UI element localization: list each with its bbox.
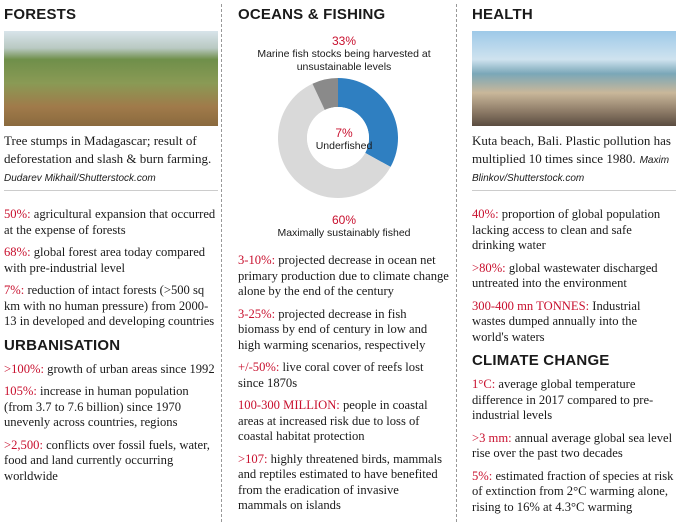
fact-text: growth of urban areas since 1992 — [47, 361, 215, 376]
separator — [456, 4, 457, 522]
donut-hole — [307, 107, 369, 169]
fact: 7%: reduction of intact forests (>500 sq… — [4, 283, 218, 330]
section-heading: HEALTH — [472, 6, 533, 23]
fact-text: reduction of intact forests (>500 sq km … — [4, 283, 215, 328]
column: FORESTS Tree stumps in Madagascar; result… — [4, 0, 218, 491]
fact-lead: 3-25%: — [238, 306, 276, 321]
fact-lead: 100-300 MILLION: — [238, 398, 340, 412]
fact-lead: 40%: — [472, 207, 499, 221]
fact-lead: +/-50%: — [238, 360, 280, 374]
chart: 33% Marine fish stocks being harvested at… — [238, 31, 450, 253]
section-heading: OCEANS & FISHING — [238, 6, 386, 23]
fact: >2,500: conflicts over fossil fuels, wat… — [4, 438, 218, 485]
caption-box: Tree stumps in Madagascar; result of def… — [4, 132, 218, 191]
fact-lead: >100%: — [4, 361, 44, 376]
fact-text: average global temperature difference in… — [472, 377, 654, 422]
fact-lead: >80%: — [472, 260, 506, 275]
fact-text: projected decrease in fish biomass by en… — [238, 306, 428, 352]
credit: Dudarev Mikhail/Shutterstock.com — [4, 173, 156, 184]
fact-text: Industrial wastes dumped annually into t… — [472, 298, 641, 344]
separator — [221, 4, 222, 522]
value-label: 33% — [331, 34, 357, 48]
fact-text: conflicts over fossil fuels, water, food… — [4, 437, 210, 483]
caption: Tree stumps in Madagascar; result of def… — [4, 133, 212, 166]
category-label: Marine fish stocks being harvested at un… — [257, 48, 431, 73]
segment-label: 60% Maximally sustainably fished — [238, 214, 450, 240]
fact: 5%: estimated fraction of species at ris… — [472, 469, 676, 516]
value-label: 7% — [335, 126, 353, 140]
section-heading: URBANISATION — [4, 336, 121, 354]
section-heading: CLIMATE CHANGE — [472, 352, 610, 369]
fact-lead: 5%: — [472, 468, 493, 483]
fact-text: annual average global sea level rise ove… — [472, 430, 673, 461]
donut — [278, 78, 398, 198]
photo — [472, 31, 676, 126]
fact: >3 mm: annual average global sea level r… — [472, 431, 676, 462]
fact: >80%: global wastewater discharged untre… — [472, 261, 676, 292]
fact-lead: 3-10%: — [238, 253, 276, 267]
fact-lead: >107: — [238, 451, 268, 466]
column: OCEANS & FISHING 33% Marine fish stocks be… — [238, 0, 450, 521]
section-heading: FORESTS — [4, 6, 77, 23]
fact: 3-25%: projected decrease in fish biomas… — [238, 307, 450, 354]
fact-text: people in coastal areas at increased ris… — [238, 398, 428, 443]
segment-label: 33% Marine fish stocks being harvested at… — [238, 35, 450, 74]
fact: 3-10%: projected decrease in ocean net p… — [238, 253, 450, 300]
segment-label: 7% Underfished — [278, 127, 410, 153]
fact-text: live coral cover of reefs lost since 187… — [238, 360, 424, 390]
fact-text: increase in human population (from 3.7 t… — [4, 384, 189, 429]
fact-lead: 105%: — [4, 384, 37, 398]
fact: 100-300 MILLION: people in coastal areas… — [238, 398, 450, 445]
fact: 40%: proportion of global population lac… — [472, 207, 676, 254]
caption: Kuta beach, Bali. Plastic pollution has … — [472, 133, 671, 166]
category-label: Maximally sustainably fished — [277, 227, 411, 239]
fact-lead: 7%: — [4, 283, 25, 297]
credit: Maxim Blinkov/Shutterstock.com — [472, 155, 670, 184]
donut-segment — [312, 78, 338, 110]
fact: 300-400 mn TONNES: Industrial wastes dum… — [472, 299, 676, 346]
fact: 50%: agricultural expansion that occurre… — [4, 207, 218, 238]
fact-lead: 300-400 mn TONNES: — [472, 298, 590, 313]
fact: >100%: growth of urban areas since 1992 — [4, 362, 218, 378]
column: HEALTH Kuta beach, Bali. Plastic pollutio… — [472, 0, 676, 522]
fact-lead: >2,500: — [4, 437, 43, 452]
fact-lead: >3 mm: — [472, 430, 512, 445]
fact: 68%: global forest area today compared w… — [4, 245, 218, 276]
fact-text: global wastewater discharged untreated i… — [472, 260, 658, 291]
fact-text: proportion of global population lacking … — [472, 207, 661, 252]
donut-segment — [338, 78, 398, 167]
photo — [4, 31, 218, 126]
category-label: Underfished — [315, 140, 373, 152]
fact-lead: 1°C: — [472, 377, 496, 391]
fact: 105%: increase in human population (from… — [4, 384, 218, 431]
fact: 1°C: average global temperature differen… — [472, 377, 676, 424]
fact: +/-50%: live coral cover of reefs lost s… — [238, 360, 450, 391]
caption-box: Kuta beach, Bali. Plastic pollution has … — [472, 132, 676, 191]
fact-lead: 50%: — [4, 207, 31, 221]
fact-text: highly threatened birds, mammals and rep… — [238, 451, 443, 513]
donut-segment — [278, 83, 391, 198]
fact-text: global forest area today compared with p… — [4, 245, 206, 275]
fact-text: agricultural expansion that occurred at … — [4, 207, 216, 237]
fact-text: projected decrease in ocean net primary … — [238, 253, 449, 298]
fact-text: estimated fraction of species at risk of… — [472, 468, 674, 514]
fact-lead: 68%: — [4, 245, 31, 259]
fact: >107: highly threatened birds, mammals a… — [238, 452, 450, 514]
value-label: 60% — [331, 213, 357, 227]
